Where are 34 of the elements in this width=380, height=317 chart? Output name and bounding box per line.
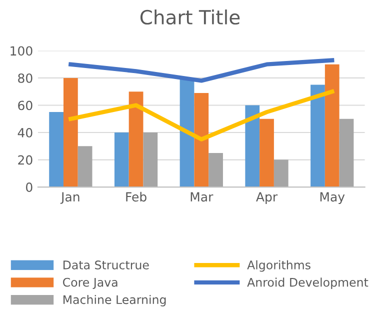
- line-series: [68, 58, 334, 83]
- y-tick-label: 60: [18, 100, 32, 110]
- bar: [339, 118, 354, 188]
- legend-label: Algorithms: [247, 260, 310, 272]
- bar: [143, 132, 158, 188]
- chart-title: Chart Title: [140, 10, 240, 25]
- y-tick-label: 20: [18, 155, 32, 165]
- x-tick-label: Jan: [60, 192, 80, 204]
- bar: [194, 92, 209, 188]
- bar: [274, 160, 288, 188]
- y-tick-label: 80: [18, 73, 32, 83]
- y-tick-label: 100: [10, 46, 32, 56]
- bar: [310, 84, 325, 188]
- bar: [260, 118, 274, 188]
- bar: [324, 64, 340, 188]
- bar: [245, 105, 260, 188]
- legend-label: Core Java: [63, 278, 118, 289]
- bar: [63, 78, 78, 188]
- legend-label: Machine Learning: [64, 294, 166, 306]
- line-series: [68, 90, 334, 142]
- x-tick-label: May: [320, 192, 345, 204]
- y-tick-label: 40: [18, 128, 32, 138]
- bar: [180, 78, 194, 188]
- legend-label: Data Structrue: [64, 260, 149, 270]
- bar: [128, 92, 144, 188]
- bar: [78, 146, 92, 188]
- x-tick-label: Feb: [126, 192, 146, 202]
- bar: [208, 152, 223, 188]
- bar: [114, 132, 129, 188]
- bar: [49, 112, 64, 188]
- x-tick-label: Apr: [256, 192, 278, 204]
- y-tick-label: 0: [26, 182, 32, 192]
- x-tick-label: Mar: [190, 192, 214, 202]
- legend-label: Anroid Development: [247, 278, 368, 290]
